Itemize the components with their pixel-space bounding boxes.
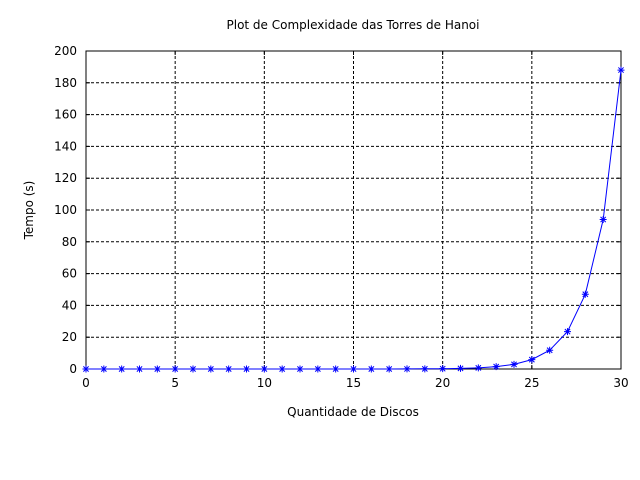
data-point-marker xyxy=(492,363,500,371)
data-point-marker xyxy=(421,365,429,373)
data-point-marker xyxy=(528,356,536,364)
y-tick-label: 0 xyxy=(69,362,77,376)
x-tick-label: 30 xyxy=(613,376,628,390)
data-point-marker xyxy=(207,365,215,373)
data-point-marker xyxy=(439,365,447,373)
x-tick-label: 20 xyxy=(435,376,450,390)
data-point-marker xyxy=(617,66,625,74)
data-point-marker xyxy=(136,365,143,373)
data-point-marker xyxy=(171,365,179,373)
data-point-marker xyxy=(599,216,607,224)
data-point-marker xyxy=(385,365,393,373)
x-tick-label: 25 xyxy=(524,376,539,390)
data-point-marker xyxy=(350,365,357,373)
y-axis-label: Tempo (s) xyxy=(22,181,36,241)
x-axis-label: Quantidade de Discos xyxy=(287,405,419,419)
y-tick-labels: 0 20 40 60 80 100 120 140 160 180 200 xyxy=(54,44,77,376)
chart-title: Plot de Complexidade das Torres de Hanoi xyxy=(227,18,480,32)
series-markers xyxy=(82,66,625,373)
data-point-marker xyxy=(225,365,233,373)
data-point-marker xyxy=(546,346,554,354)
data-point-marker xyxy=(243,365,250,373)
x-tick-label: 0 xyxy=(82,376,90,390)
data-point-marker xyxy=(118,365,126,373)
data-point-marker xyxy=(332,365,340,373)
x-tick-label: 15 xyxy=(346,376,361,390)
y-tick-label: 180 xyxy=(54,76,77,90)
data-point-marker xyxy=(367,365,375,373)
x-tick-label: 10 xyxy=(257,376,272,390)
grid-lines xyxy=(86,51,621,369)
y-tick-label: 140 xyxy=(54,139,77,153)
data-point-marker xyxy=(510,360,518,368)
y-tick-label: 100 xyxy=(54,203,77,217)
data-point-marker xyxy=(403,365,411,373)
x-tick-label: 5 xyxy=(171,376,179,390)
y-tick-label: 40 xyxy=(62,298,77,312)
y-tick-label: 160 xyxy=(54,108,77,122)
y-tick-label: 200 xyxy=(54,44,77,58)
data-point-marker xyxy=(296,365,304,373)
data-point-marker xyxy=(474,364,482,372)
data-point-marker xyxy=(189,365,197,373)
data-point-marker xyxy=(278,365,286,373)
y-tick-label: 20 xyxy=(62,330,77,344)
data-point-marker xyxy=(260,365,268,373)
data-point-marker xyxy=(314,365,322,373)
x-tick-labels: 0 5 10 15 20 25 30 xyxy=(82,376,628,390)
data-point-marker xyxy=(581,290,589,298)
data-point-marker xyxy=(457,364,464,372)
data-point-marker xyxy=(153,365,161,373)
data-point-marker xyxy=(100,365,108,373)
data-point-marker xyxy=(564,328,571,336)
y-tick-label: 60 xyxy=(62,267,77,281)
y-tick-label: 80 xyxy=(62,235,77,249)
y-tick-label: 120 xyxy=(54,171,77,185)
data-point-marker xyxy=(82,365,90,373)
